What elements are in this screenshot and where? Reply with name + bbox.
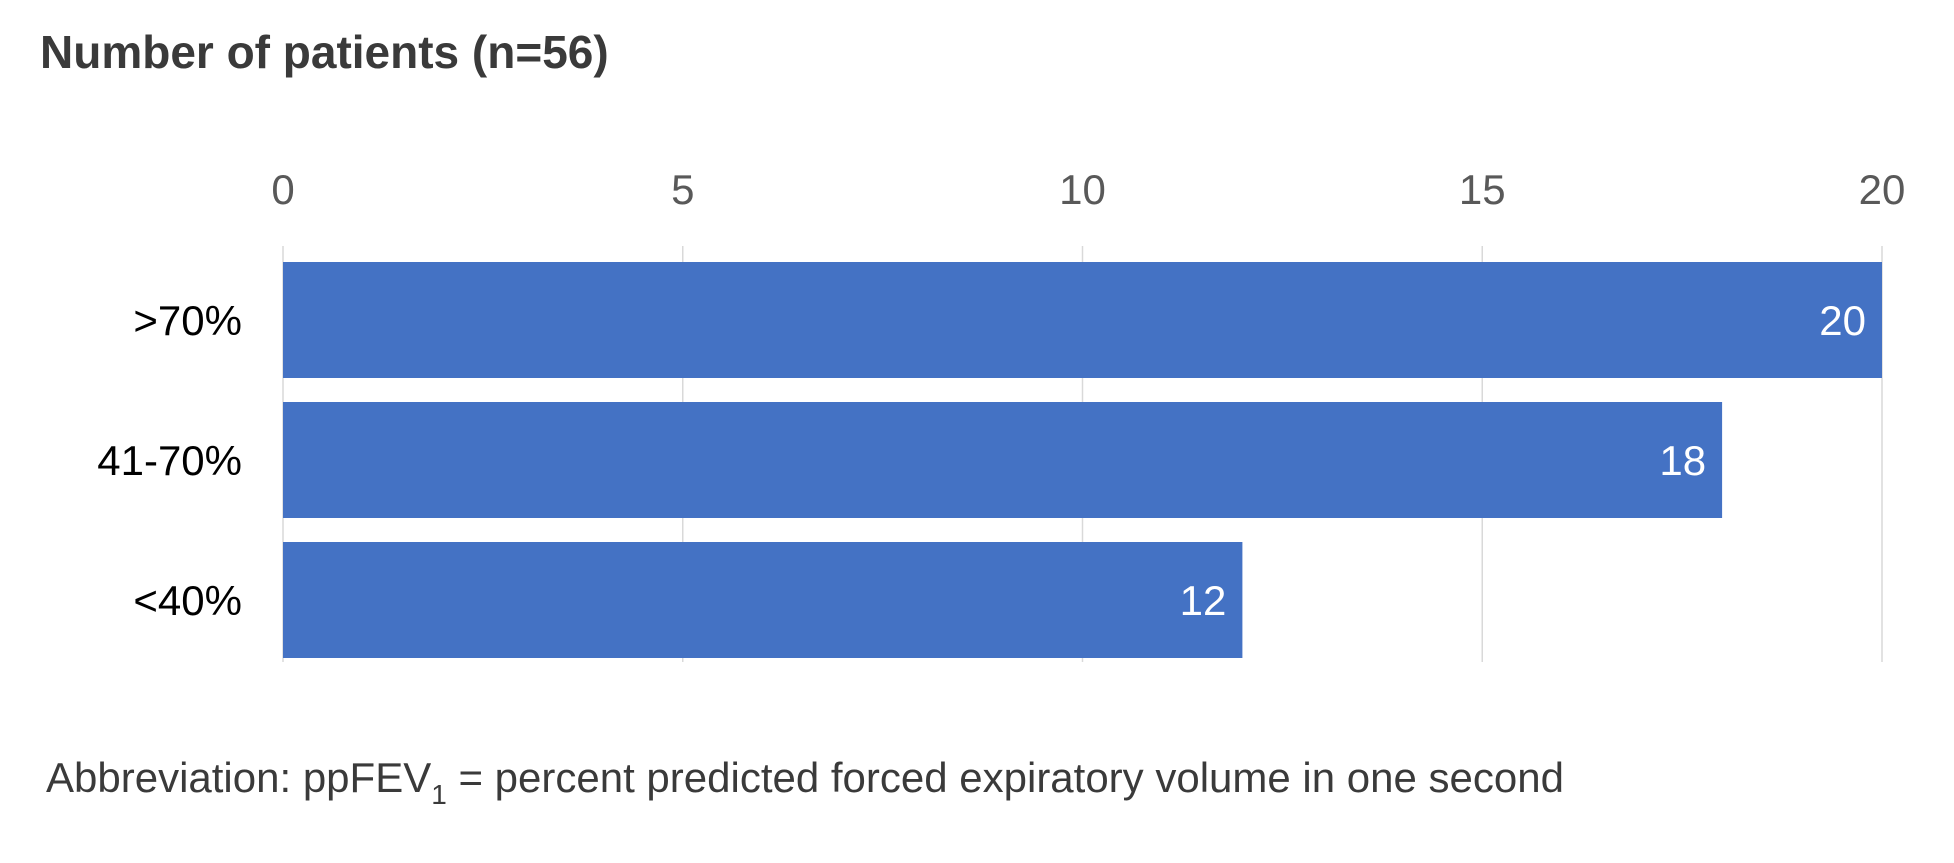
x-tick-label-10: 10 — [1059, 166, 1106, 213]
abbreviation-footnote: Abbreviation: ppFEV1 = percent predicted… — [46, 754, 1564, 810]
bar-1 — [283, 402, 1723, 518]
bar-0 — [283, 262, 1882, 378]
bar-2 — [283, 542, 1243, 658]
chart-title: Number of patients (n=56) — [40, 26, 609, 78]
category-label-0: >70% — [133, 297, 242, 344]
footnote-subscript: 1 — [431, 779, 447, 810]
x-tick-label-5: 5 — [671, 166, 694, 213]
bars — [283, 262, 1882, 658]
data-label-0: 20 — [1819, 297, 1866, 344]
x-tick-label-0: 0 — [271, 166, 294, 213]
category-labels: >70% 41-70% <40% — [97, 297, 242, 624]
category-label-1: 41-70% — [97, 437, 242, 484]
footnote-suffix: = percent predicted forced expiratory vo… — [447, 754, 1564, 801]
data-label-1: 18 — [1659, 437, 1706, 484]
data-label-2: 12 — [1180, 577, 1227, 624]
x-tick-label-20: 20 — [1859, 166, 1906, 213]
x-tick-label-15: 15 — [1459, 166, 1506, 213]
x-axis-ticks: 0 5 10 15 20 — [271, 166, 1905, 213]
footnote-prefix: Abbreviation: ppFEV — [46, 754, 431, 801]
data-labels: 20 18 12 — [1180, 297, 1866, 624]
category-label-2: <40% — [133, 577, 242, 624]
